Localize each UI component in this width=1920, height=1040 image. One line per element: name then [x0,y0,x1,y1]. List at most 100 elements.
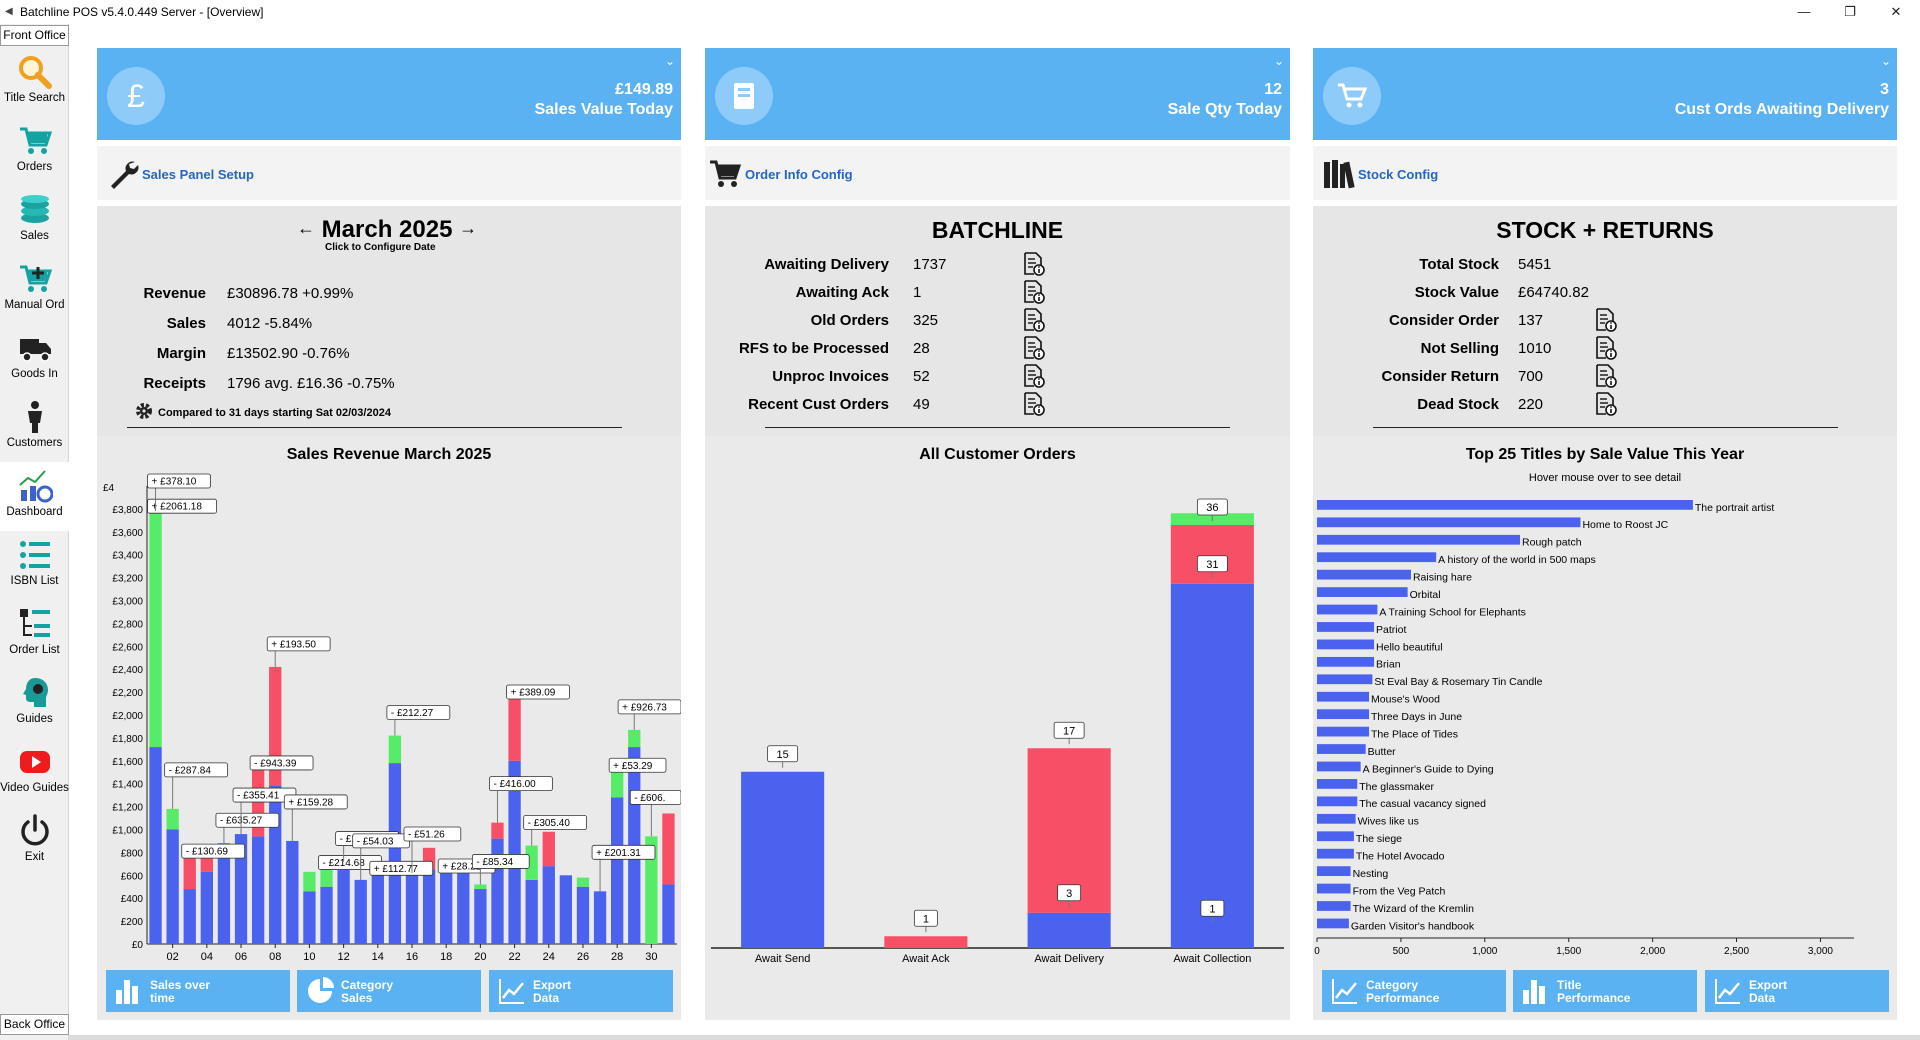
month-selector[interactable]: ← March 2025 → [297,216,477,244]
sidebar-item-manual-ord[interactable]: Manual Ord [0,255,69,324]
sidebar-item-label: Exit [24,851,45,863]
divider [765,427,1230,428]
data-label: 15 [777,749,789,761]
x-tick-label: 22 [508,951,520,963]
category-sales-button[interactable]: Category Sales [297,970,481,1012]
report-doc-icon[interactable] [1022,308,1046,336]
pie-chart-icon [308,977,334,1003]
bar [1317,726,1370,737]
sidebar-item-exit[interactable]: Exit [0,807,69,876]
sale-qty-card[interactable]: ⌄ 12 Sale Qty Today [705,48,1290,140]
sidebar-item-video-guides[interactable]: Video Guides [0,738,69,807]
x-tick-label: 2,000 [1640,946,1665,957]
sidebar-item-guides[interactable]: Guides [0,669,69,738]
stat-value: 1010 [1518,340,1552,357]
bar-segment [1170,583,1254,948]
report-doc-icon[interactable] [1022,364,1046,392]
report-doc-icon[interactable] [1594,364,1618,392]
bar-label: A history of the world in 500 maps [1438,554,1596,566]
sales-over-time-button[interactable]: Sales over time [106,970,290,1012]
y-tick-label: £0 [132,940,144,951]
front-office-tab[interactable]: Front Office [0,25,69,46]
sidebar-item-order-list[interactable]: Order List [0,600,69,669]
bar-segment [217,843,231,944]
report-doc-icon[interactable] [1022,280,1046,308]
prev-month-arrow[interactable]: ← [297,218,315,238]
chart-title: Sales Revenue March 2025 [286,446,492,463]
sidebar-item-customers[interactable]: Customers [0,393,69,462]
bar-segment [269,785,282,944]
bar-label: Mouse's Wood [1371,694,1440,706]
month-label[interactable]: March 2025 [321,216,453,243]
bar-segment [662,813,675,885]
annotation-label: - £287.84 [169,765,212,776]
x-tick-label: 2,500 [1724,946,1749,957]
sales-revenue-chart[interactable]: £4 £0 £200 £400 £600 £800 £1,000 £1,200 £1,400 £1… [97,468,681,968]
close-button[interactable]: ✕ [1890,4,1902,19]
sidebar-item-title-search[interactable]: Title Search [0,48,69,117]
bar [1317,639,1375,650]
sidebar-item-label: Guides [16,713,53,725]
power-icon [20,814,49,846]
sidebar-item-orders[interactable]: Orders [0,117,69,186]
bar-segment [628,729,641,748]
top-titles-chart[interactable]: 0 500 1,000 1,500 2,000 2,500 3,000 The portrai… [1313,486,1897,966]
next-month-arrow[interactable]: → [459,218,478,238]
export-data-button[interactable]: Export Data [1705,970,1889,1012]
annotation-box [386,705,451,721]
chevron-down-icon[interactable]: ⌄ [1273,54,1284,68]
annotation-label: - £416.00 [493,779,536,790]
sidebar-item-goods-in[interactable]: Goods In [0,324,69,393]
report-doc-icon[interactable] [1594,308,1618,336]
x-tick-label: 500 [1393,946,1410,957]
x-tick-label: 08 [269,951,281,963]
annotation-label: + £2061.18 [152,502,203,513]
bar-segment [576,877,590,887]
stat-value: 28 [913,340,930,357]
sidebar-item-dashboard[interactable]: Dashboard [0,462,69,531]
sidebar-item-label: Dashboard [6,506,63,518]
bar-segment [1027,912,1111,948]
truck-icon [19,339,51,362]
stat-label: Dead Stock [1417,396,1499,413]
back-office-tab[interactable]: Back Office [0,1014,69,1035]
divider [1373,427,1838,428]
bar-segment [508,760,521,944]
annotation-box [489,776,553,792]
bar-segment [525,845,538,880]
stat-value: 1 [913,284,922,301]
report-doc-icon[interactable] [1594,392,1618,420]
stat-row-revenue: Revenue £30896.78 +0.99% [143,285,354,302]
y-tick-label: £3,800 [112,505,143,516]
chevron-down-icon[interactable]: ⌄ [1880,54,1891,68]
category-performance-button[interactable]: Category Performance [1322,970,1506,1012]
minimize-button[interactable]: — [1797,4,1811,19]
sales-value-card[interactable]: £ ⌄ £149.89 Sales Value Today [97,48,681,140]
customer-orders-chart[interactable]: Await Send 15 Await Ack 1 Await Delivery 17 3 A… [705,468,1290,968]
configure-date-hint[interactable]: Click to Configure Date [325,242,436,253]
gear-icon[interactable] [135,402,153,420]
report-doc-icon[interactable] [1022,392,1046,420]
stat-label: Consider Order [1388,312,1499,329]
bar-segment [149,511,162,748]
x-tick-label: 12 [337,951,349,963]
sidebar-item-isbn-list[interactable]: ISBN List [0,531,69,600]
annotation-label: - £51.26 [408,830,445,841]
cust-orders-card[interactable]: ⌄ 3 Cust Ords Awaiting Delivery [1313,48,1897,140]
report-doc-icon[interactable] [1022,336,1046,364]
export-data-button[interactable]: Export Data [489,970,673,1012]
annotation-box [506,684,570,700]
stat-label: Stock Value [1414,284,1499,301]
report-doc-icon[interactable] [1022,252,1046,280]
order-info-config-link[interactable]: Order Info Config [745,167,853,182]
sidebar-item-sales[interactable]: Sales [0,186,69,255]
x-tick-label: 02 [167,951,179,963]
title-performance-button[interactable]: Title Performance [1513,970,1697,1012]
sales-panel-setup-link[interactable]: Sales Panel Setup [142,167,254,182]
card-value: 3 [1880,81,1889,98]
stock-config-link[interactable]: Stock Config [1358,167,1439,182]
report-doc-icon[interactable] [1594,336,1618,364]
data-label-box [1196,555,1228,573]
chevron-down-icon[interactable]: ⌄ [664,54,675,68]
maximize-button[interactable]: ❐ [1844,4,1856,19]
